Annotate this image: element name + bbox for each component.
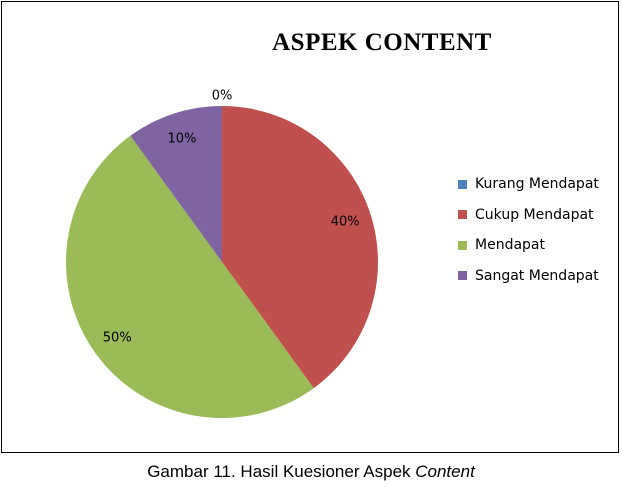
pie-chart: 0% 40% 50% 10% [65, 89, 379, 419]
legend-swatch [458, 240, 467, 250]
caption-emphasis: Content [415, 462, 475, 481]
chart-title: ASPEK CONTENT [272, 29, 492, 56]
data-label-mendapat: 50% [103, 331, 132, 346]
legend-item-mendapat: Mendapat [458, 237, 599, 253]
legend-label: Sangat Mendapat [475, 267, 599, 284]
legend-label: Mendapat [475, 237, 545, 253]
data-label-kurang-mendapat: 0% [212, 89, 233, 104]
legend-swatch [458, 271, 467, 280]
data-label-cukup-mendapat: 40% [331, 214, 360, 229]
legend-label: Kurang Mendapat [475, 176, 599, 192]
legend-swatch [458, 210, 467, 219]
legend-item-kurang-mendapat: Kurang Mendapat [458, 176, 599, 192]
caption-prefix: Gambar 11. Hasil Kuesioner Aspek [147, 462, 416, 481]
legend-label: Cukup Mendapat [475, 206, 594, 223]
data-label-sangat-mendapat: 10% [168, 131, 197, 146]
legend-item-cukup-mendapat: Cukup Mendapat [458, 207, 599, 223]
pie-slice-sangat-mendapat [130, 106, 222, 262]
figure-caption: Gambar 11. Hasil Kuesioner Aspek Content [0, 462, 622, 482]
legend-item-sangat-mendapat: Sangat Mendapat [458, 268, 599, 284]
pie-slice-cukup-mendapat [222, 106, 379, 389]
pie-slice-mendapat [65, 135, 314, 419]
chart-legend: Kurang Mendapat Cukup Mendapat Mendapat San… [458, 176, 599, 298]
legend-swatch [458, 179, 467, 189]
